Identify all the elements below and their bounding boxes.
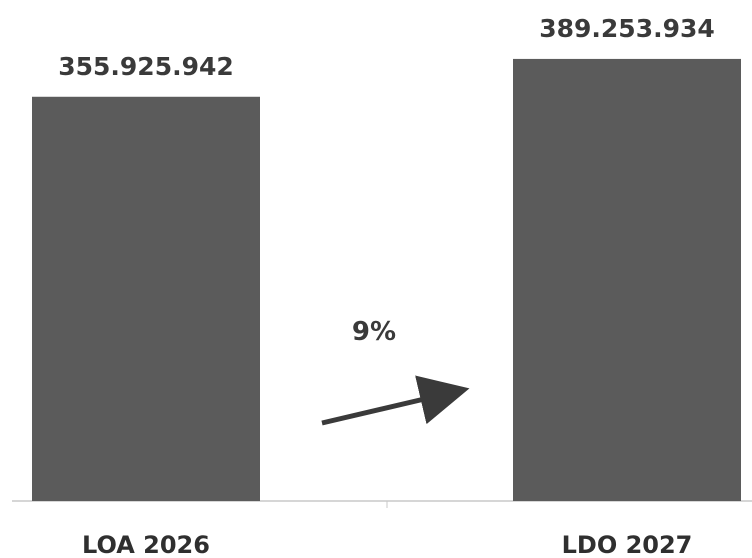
growth-arrow-icon xyxy=(321,375,470,426)
value-label-1: 389.253.934 xyxy=(539,14,715,43)
value-labels-group: 355.925.942 389.253.934 xyxy=(58,14,715,81)
bars-group xyxy=(32,58,741,501)
bar-0 xyxy=(32,96,260,501)
category-labels-group: LOA 2026 LDO 2027 xyxy=(82,531,692,558)
category-label-0: LOA 2026 xyxy=(82,531,210,558)
growth-percent-label: 9% xyxy=(352,317,396,347)
category-label-1: LDO 2027 xyxy=(562,531,693,558)
value-label-0: 355.925.942 xyxy=(58,52,234,81)
bar-1 xyxy=(513,58,741,501)
